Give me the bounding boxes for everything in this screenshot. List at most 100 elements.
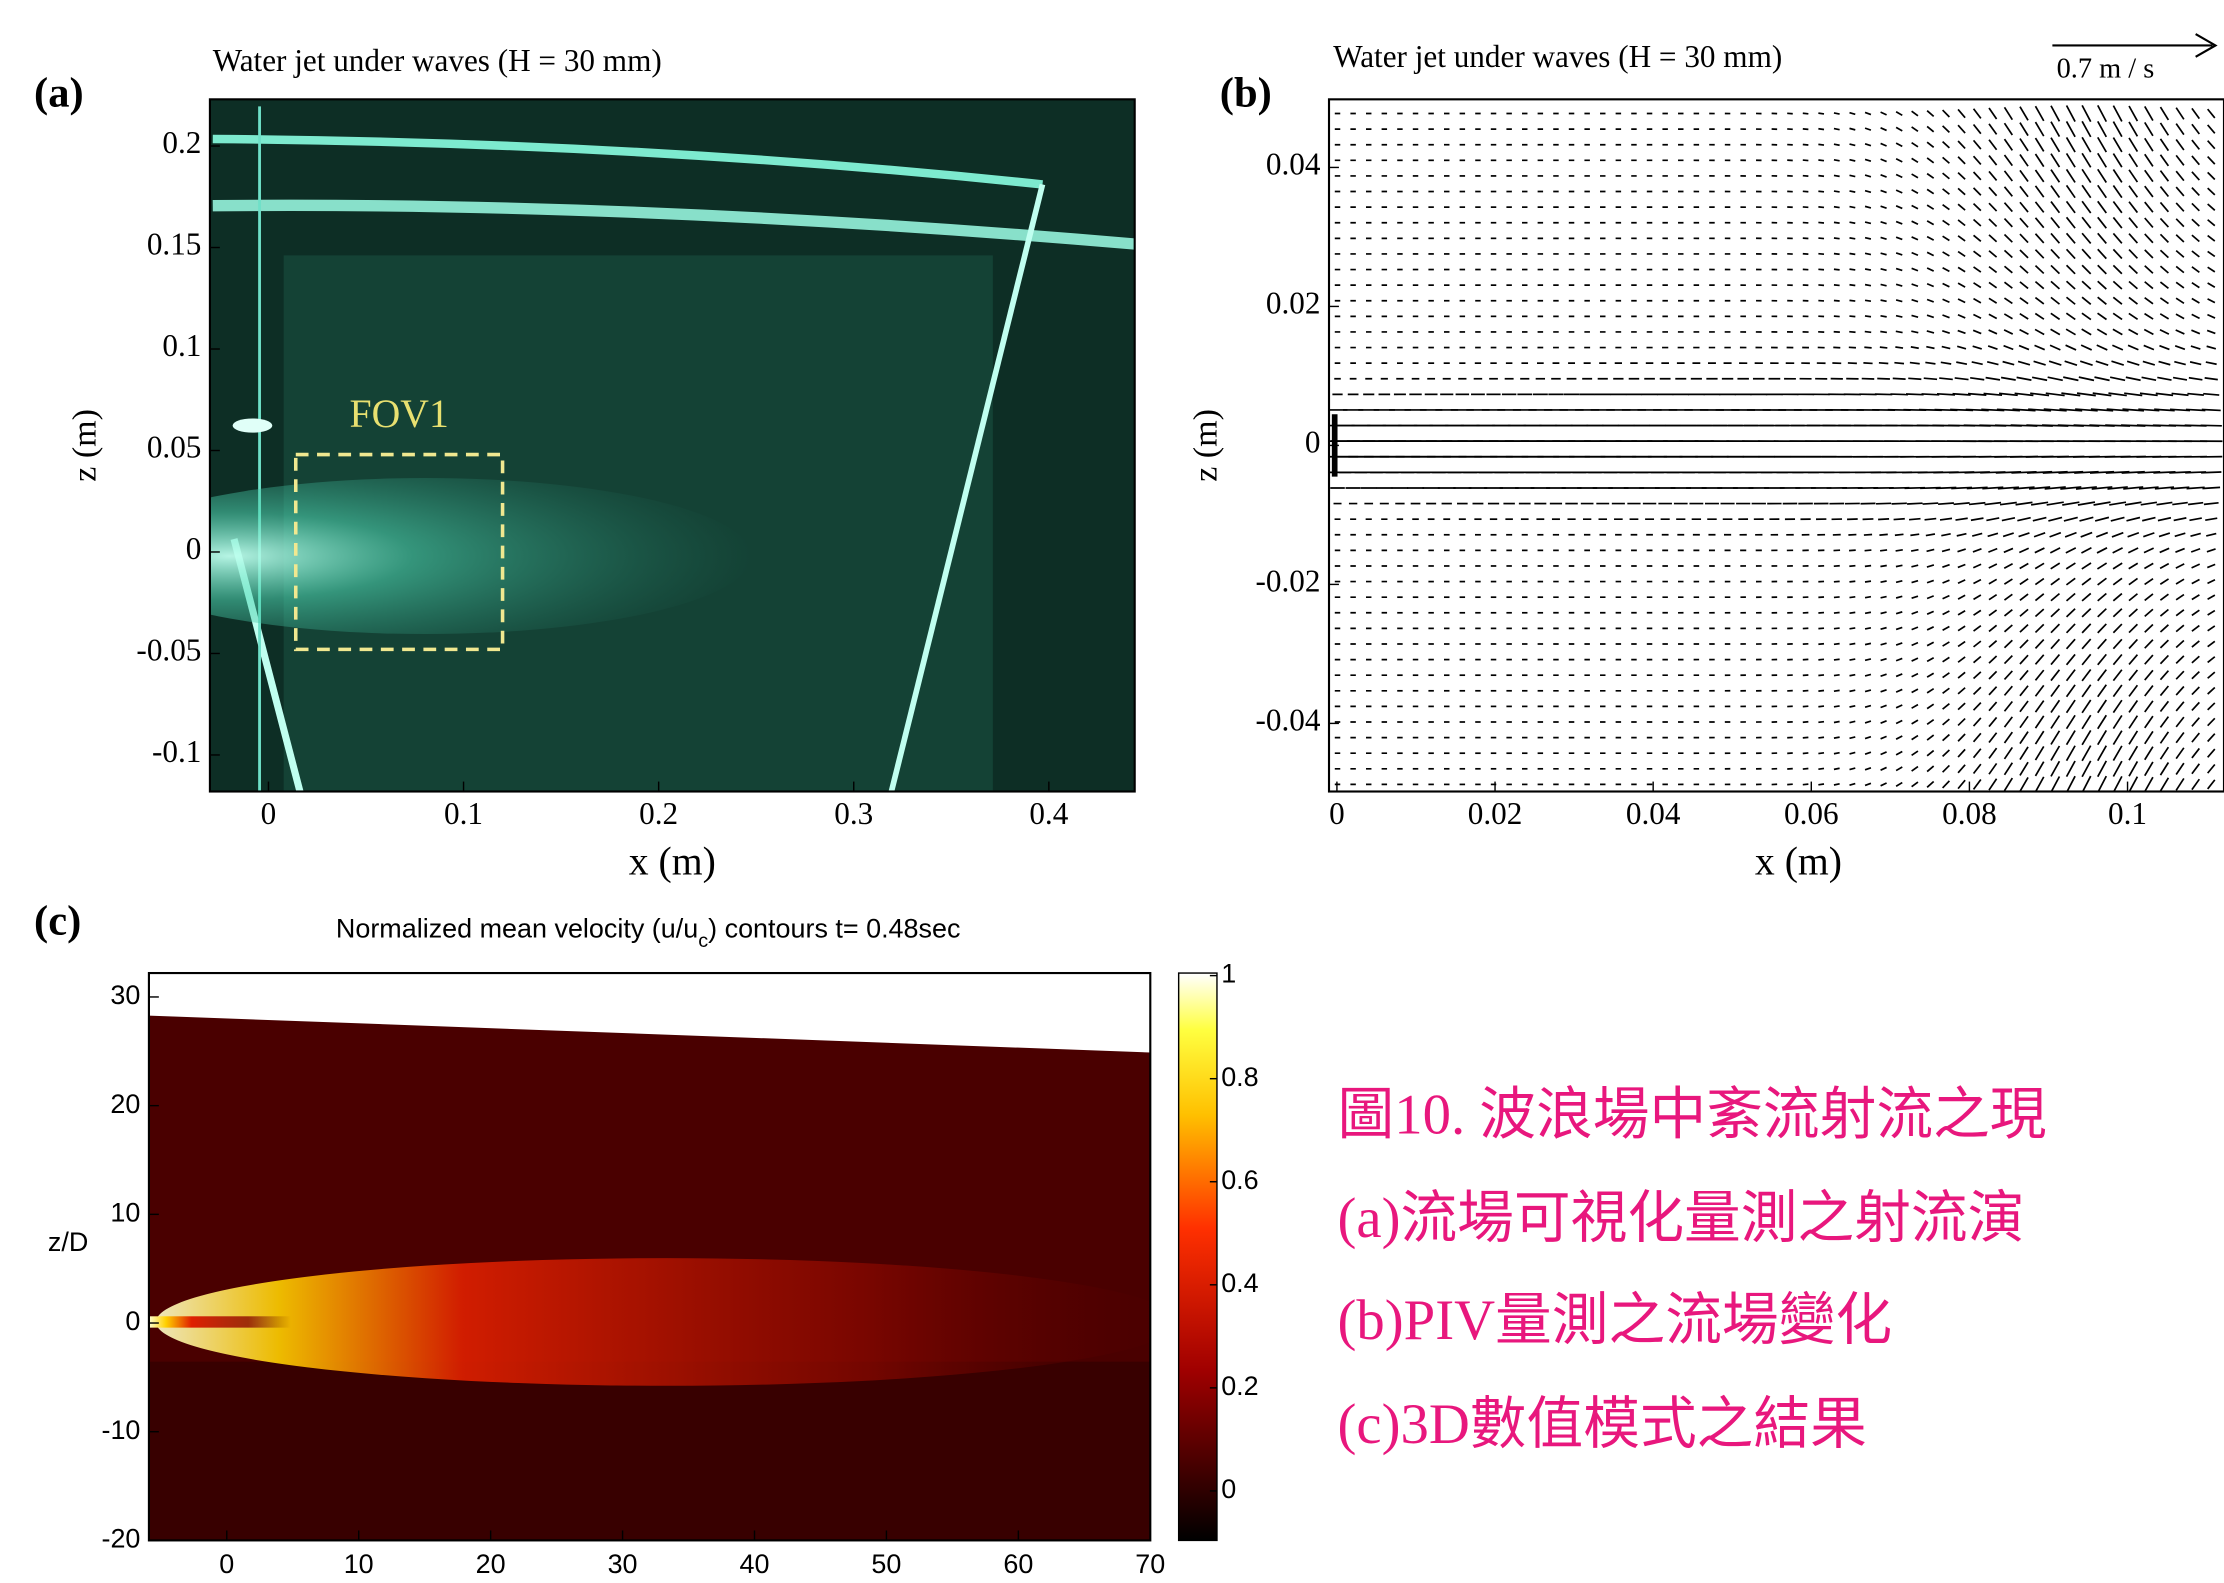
velocity-arrow [1850, 238, 1856, 239]
velocity-arrow [1818, 160, 1824, 161]
panel: FOV1(a)Water jet under waves (H = 30 mm)… [34, 43, 1135, 883]
velocity-arrow [1818, 191, 1824, 192]
caption-line: (c)3D數值模式之結果 [1338, 1393, 1867, 1456]
velocity-arrow [1850, 285, 1856, 286]
y-axis-label: z (m) [1187, 409, 1224, 482]
colorbar-tick-label: 1 [1221, 959, 1236, 989]
panel: 0.7 m / s(b)Water jet under waves (H = 3… [1187, 34, 2224, 883]
velocity-arrow [1907, 503, 1922, 504]
x-tick-label: 60 [1003, 1549, 1033, 1579]
velocity-arrow [1881, 300, 1887, 301]
y-axis-label: z/D [48, 1227, 88, 1257]
velocity-arrow [1894, 363, 1904, 364]
colorbar-tick-label: 0.4 [1221, 1268, 1258, 1298]
x-axis-label: x (m) [1755, 839, 1842, 883]
velocity-arrow [1938, 503, 1954, 504]
velocity-arrow [1834, 238, 1840, 239]
x-tick-label: 70 [1135, 1549, 1165, 1579]
velocity-arrow [1906, 394, 1924, 395]
velocity-arrow [1910, 363, 1920, 364]
jet-plume [156, 1258, 1177, 1386]
velocity-arrow [1834, 753, 1840, 754]
caption-line: (a)流場可視化量測之射流演 [1338, 1187, 2025, 1250]
velocity-arrow [2202, 487, 2220, 488]
colorbar-tick-label: 0.8 [1221, 1062, 1258, 1092]
colorbar-tick-label: 0 [1221, 1474, 1236, 1504]
velocity-arrow [1881, 581, 1887, 582]
chart-title: Water jet under waves (H = 30 mm) [213, 43, 662, 78]
velocity-arrow [1865, 628, 1871, 629]
velocity-arrow [1865, 300, 1871, 301]
velocity-arrow [1877, 378, 1890, 379]
title-text: ) contours t= 0.48sec [708, 914, 960, 944]
velocity-arrow [1880, 331, 1887, 332]
velocity-arrow [1895, 534, 1904, 535]
velocity-arrow [1818, 129, 1824, 130]
y-tick-label: 0.05 [147, 430, 202, 465]
velocity-arrow [1878, 519, 1889, 520]
velocity-arrow [1803, 784, 1809, 785]
velocity-arrow [1818, 675, 1824, 676]
y-tick-label: -0.04 [1256, 703, 1321, 738]
velocity-arrow [1923, 503, 1939, 504]
velocity-arrow [1865, 612, 1871, 613]
plot-area [1315, 99, 2224, 792]
velocity-arrow [1818, 722, 1824, 723]
jet-core [149, 1316, 291, 1327]
velocity-arrow [1849, 581, 1855, 582]
caption: 圖10. 波浪場中紊流射流之現 (a)流場可視化量測之射流演 (b)PIV量測之… [1338, 1084, 2047, 1456]
velocity-arrow [1850, 659, 1856, 660]
plot-area [99, 99, 1134, 794]
x-tick-label: 0.3 [834, 796, 873, 831]
velocity-arrow [1865, 597, 1871, 598]
y-tick-label: -10 [101, 1415, 140, 1445]
velocity-arrow [1818, 768, 1824, 769]
velocity-arrow [1850, 675, 1856, 676]
velocity-arrow [1818, 690, 1824, 691]
velocity-arrow [1834, 113, 1840, 114]
velocity-arrow [1834, 597, 1840, 598]
x-tick-label: 0.02 [1468, 796, 1523, 831]
velocity-arrow [1890, 394, 1908, 395]
velocity-arrow [1818, 144, 1824, 145]
velocity-arrow [1834, 644, 1840, 645]
velocity-arrow [1865, 566, 1871, 567]
velocity-arrow [1834, 768, 1840, 769]
x-tick-label: 0.1 [444, 796, 483, 831]
velocity-arrow [1803, 113, 1809, 114]
velocity-arrow [1834, 285, 1840, 286]
velocity-arrow [1895, 347, 1903, 348]
velocity-arrow [1849, 316, 1855, 317]
velocity-arrow [1849, 597, 1855, 598]
velocity-arrow [1879, 534, 1887, 535]
velocity-arrow [1818, 176, 1824, 177]
colorbar [1179, 973, 1217, 1540]
velocity-arrow [2201, 425, 2222, 426]
velocity-arrow [1865, 285, 1871, 286]
title-text: Normalized mean velocity (u/u [336, 914, 698, 944]
velocity-arrow [1937, 394, 1955, 395]
x-tick-label: 50 [871, 1549, 901, 1579]
caption-line: (b)PIV量測之流場變化 [1338, 1289, 1893, 1352]
velocity-arrow [1818, 238, 1824, 239]
velocity-arrow [1849, 332, 1855, 333]
panel-label: (a) [34, 69, 84, 116]
velocity-arrow [1850, 222, 1856, 223]
velocity-arrow [1818, 784, 1824, 785]
y-tick-label: 0.2 [162, 125, 201, 160]
y-tick-label: 0 [125, 1306, 140, 1336]
velocity-arrow [1850, 207, 1856, 208]
y-tick-label: -0.05 [136, 633, 201, 668]
velocity-arrow [1834, 628, 1840, 629]
velocity-arrow [1863, 363, 1872, 364]
velocity-arrow [1834, 612, 1840, 613]
velocity-arrow [1864, 347, 1871, 348]
y-tick-label: 0.02 [1266, 286, 1321, 321]
figure: 圖10. 波浪場中紊流射流之現 (a)流場可視化量測之射流演 (b)PIV量測之… [0, 0, 2224, 1583]
velocity-arrow [1850, 628, 1856, 629]
y-tick-label: 0.04 [1266, 147, 1321, 182]
x-tick-label: 40 [740, 1549, 770, 1579]
x-tick-label: 0.4 [1029, 796, 1068, 831]
x-tick-label: 0.08 [1942, 796, 1997, 831]
x-tick-label: 0.2 [639, 796, 678, 831]
